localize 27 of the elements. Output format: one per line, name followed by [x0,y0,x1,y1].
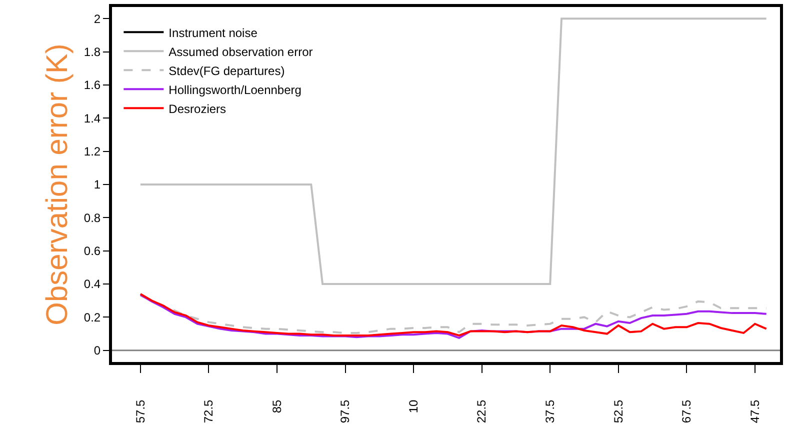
legend-label: Desroziers [168,102,226,116]
y-tick-label: 0.6 [84,244,101,258]
x-tick-label: 85 [270,399,284,414]
y-tick-label: 1 [94,178,101,192]
x-tick-label: 97.5 [338,399,352,424]
x-tick-label: 22.5 [474,399,489,424]
x-tick-label: 67.5 [680,399,694,424]
x-tick-label: 10 [406,399,420,414]
x-tick-label: 57.5 [133,399,148,424]
y-tick-label: 0.8 [84,210,101,225]
y-tick-label: 2 [94,12,101,26]
legend-label: Stdev(FG departures) [168,64,285,78]
legend-label: Instrument noise [168,26,258,40]
x-tick-label: 37.5 [543,399,558,424]
y-axis-title: Observation error (K) [40,44,74,326]
y-tick-label: 1.4 [84,111,101,126]
y-tick-label: 0.4 [84,277,101,292]
y-tick-label: 0 [94,344,101,358]
x-tick-label: 47.5 [748,399,762,424]
y-tick-label: 1.2 [84,144,101,159]
y-tick-label: 1.8 [84,44,101,59]
x-tick-label: 52.5 [611,399,626,424]
x-tick-label: 72.5 [202,399,216,424]
legend-label: Hollingsworth/Loennberg [168,82,302,97]
y-tick-label: 1.6 [84,78,101,92]
legend-label: Assumed observation error [168,44,313,59]
y-tick-label: 0.2 [84,310,101,324]
